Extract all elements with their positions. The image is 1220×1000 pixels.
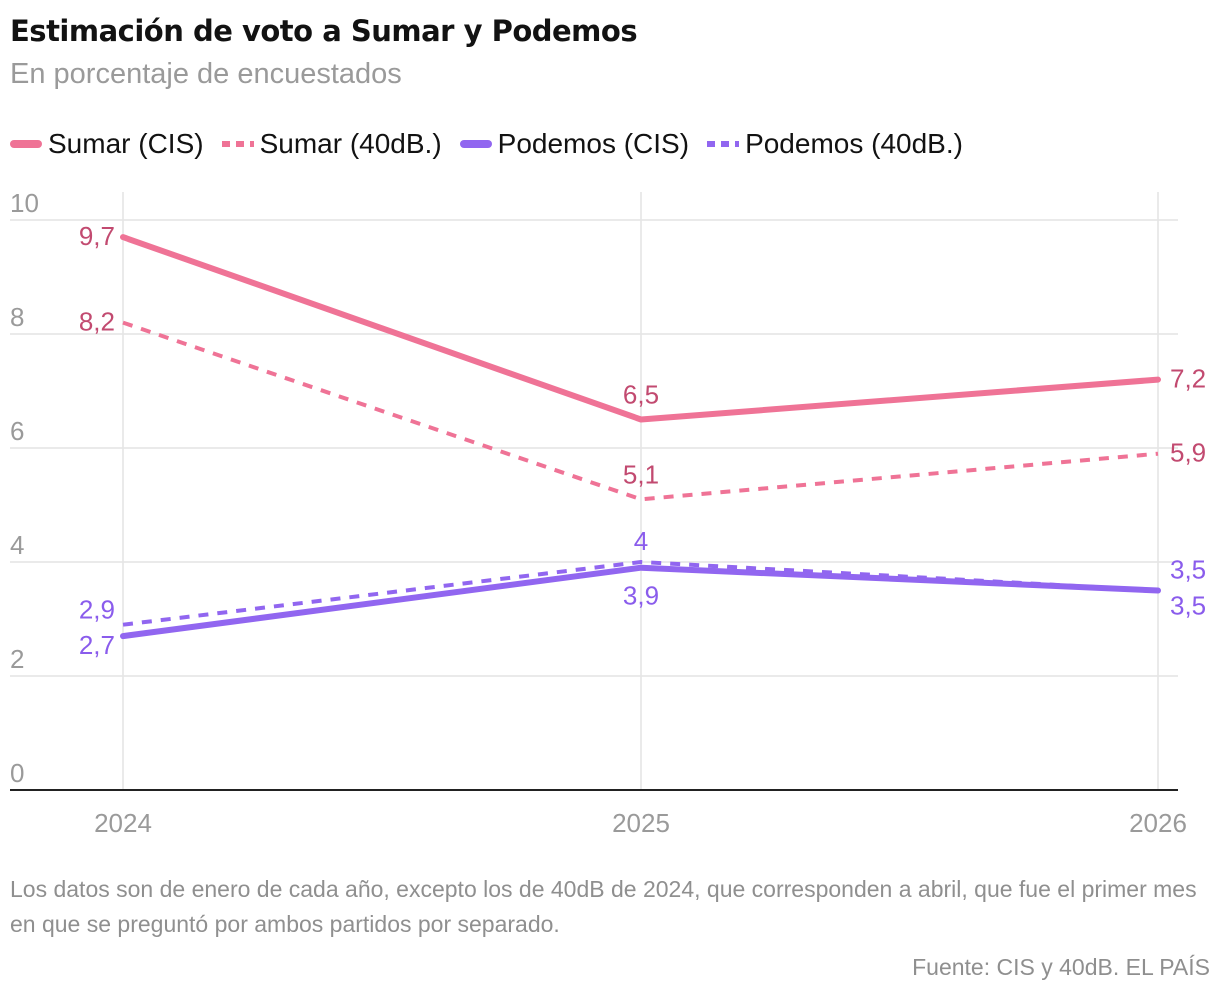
line-chart: 0 2 4 6 8 10 2024 2025 2026 9,7 6,5 7,2 8,2 5,1 5,9 2,7… [10, 188, 1206, 838]
y-tick-label: 8 [10, 302, 24, 332]
x-tick-label: 2024 [94, 808, 152, 838]
data-label: 8,2 [79, 307, 115, 337]
chart-note: Los datos son de enero de cada año, exce… [10, 876, 1197, 937]
data-label: 3,9 [623, 581, 659, 611]
legend-swatch [10, 140, 42, 148]
legend-item: Sumar (CIS) [10, 128, 204, 160]
data-label: 2,7 [79, 630, 115, 660]
series-line-3 [122, 560, 1159, 627]
chart-legend: Sumar (CIS) Sumar (40dB.) Podemos (CIS) Pod… [10, 126, 981, 162]
data-label: 3,5 [1170, 555, 1206, 585]
legend-swatch [707, 141, 740, 147]
legend-label: Sumar (CIS) [48, 128, 204, 159]
data-label: 4 [634, 526, 648, 556]
legend-label: Sumar (40dB.) [259, 128, 442, 159]
data-label: 5,9 [1170, 438, 1206, 468]
chart-source: Fuente: CIS y 40dB. EL PAÍS [912, 954, 1210, 980]
y-tick-label: 10 [10, 188, 39, 218]
legend-item: Podemos (CIS) [459, 128, 690, 160]
series-line-1 [122, 320, 1159, 502]
legend-item: Podemos (40dB.) [707, 128, 963, 160]
chart-subtitle: En porcentaje de encuestados [10, 58, 402, 90]
legend-item: Sumar (40dB.) [221, 128, 442, 160]
y-tick-label: 2 [10, 644, 24, 674]
y-tick-label: 4 [10, 530, 24, 560]
legend-label: Podemos (40dB.) [745, 128, 963, 159]
series-line-2 [120, 564, 1161, 640]
data-label: 5,1 [623, 459, 659, 489]
legend-label: Podemos (CIS) [497, 128, 690, 159]
data-label: 2,9 [79, 595, 115, 625]
chart-title: Estimación de voto a Sumar y Podemos [10, 14, 638, 48]
series-line-0 [120, 234, 1161, 423]
legend-swatch [459, 140, 492, 148]
data-label: 3,5 [1170, 591, 1206, 621]
y-tick-label: 0 [10, 758, 24, 788]
legend-swatch [221, 141, 254, 147]
data-label: 9,7 [79, 221, 115, 251]
data-label: 6,5 [623, 380, 659, 410]
x-tick-label: 2025 [612, 808, 670, 838]
x-tick-label: 2026 [1129, 808, 1187, 838]
y-tick-label: 6 [10, 416, 24, 446]
data-label: 7,2 [1170, 364, 1206, 394]
